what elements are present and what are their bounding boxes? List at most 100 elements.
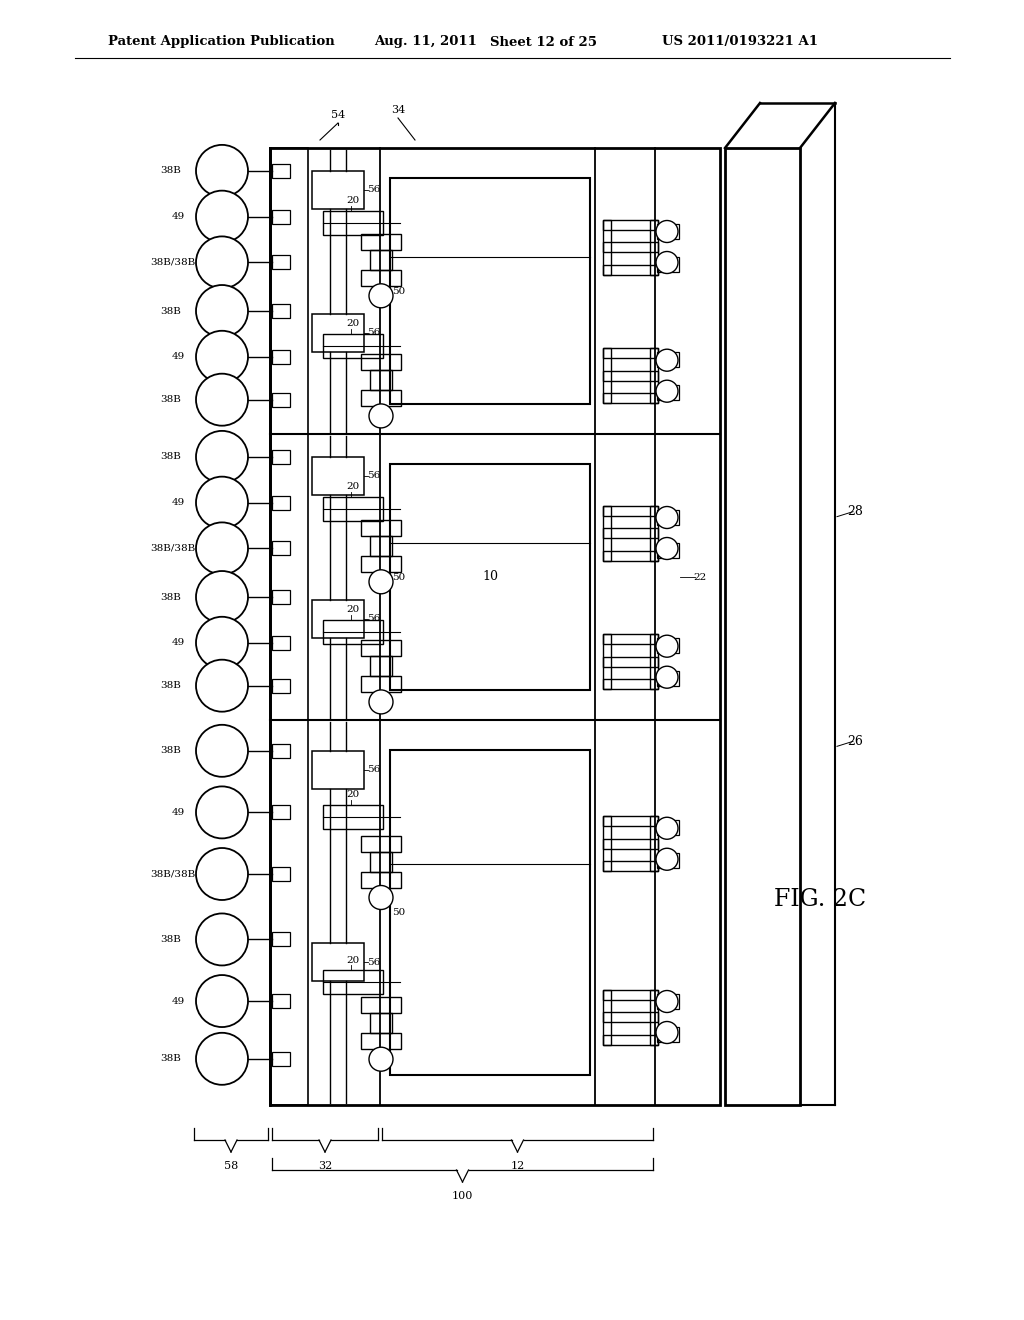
Circle shape <box>196 660 248 711</box>
Text: 34: 34 <box>391 106 406 115</box>
Bar <box>272 495 290 510</box>
Bar <box>603 634 658 644</box>
Circle shape <box>196 190 248 243</box>
Bar <box>272 678 290 693</box>
Text: 38B: 38B <box>160 681 181 690</box>
Text: 38B/38B': 38B/38B' <box>150 870 198 879</box>
Text: Patent Application Publication: Patent Application Publication <box>108 36 335 49</box>
Bar <box>603 816 611 871</box>
Text: 26: 26 <box>847 735 863 748</box>
Bar <box>370 249 392 269</box>
Bar <box>603 657 658 667</box>
Bar <box>390 178 590 404</box>
Bar <box>603 550 658 561</box>
Bar <box>272 994 290 1008</box>
Bar <box>270 719 308 1105</box>
Circle shape <box>369 284 393 308</box>
Bar <box>603 990 611 1044</box>
Text: 49: 49 <box>172 213 185 222</box>
Circle shape <box>196 430 248 483</box>
Text: 38B: 38B <box>160 746 181 755</box>
Bar <box>323 805 383 829</box>
Circle shape <box>656 507 678 528</box>
Bar <box>603 838 658 849</box>
Bar <box>272 805 290 820</box>
Bar <box>272 164 290 178</box>
Circle shape <box>369 570 393 594</box>
Bar <box>370 656 392 676</box>
Bar <box>603 348 658 358</box>
Bar <box>361 997 401 1014</box>
Text: 56: 56 <box>368 471 381 480</box>
Text: 38B: 38B <box>160 1055 181 1064</box>
Circle shape <box>656 350 678 371</box>
Circle shape <box>656 635 678 657</box>
Text: 38B: 38B <box>160 593 181 602</box>
Circle shape <box>196 616 248 669</box>
Bar <box>603 528 658 539</box>
Bar <box>272 450 290 463</box>
Text: 56: 56 <box>368 958 381 966</box>
Bar <box>603 219 611 275</box>
Bar <box>361 269 401 286</box>
Bar <box>657 853 679 869</box>
Text: 38B: 38B <box>160 453 181 462</box>
Bar <box>323 211 383 235</box>
Circle shape <box>196 787 248 838</box>
Bar <box>272 590 290 605</box>
Bar <box>312 751 364 789</box>
Bar <box>361 354 401 370</box>
Bar <box>650 990 658 1044</box>
Bar <box>272 392 290 407</box>
Text: 56: 56 <box>368 329 381 338</box>
Bar <box>603 371 658 380</box>
Circle shape <box>196 477 248 528</box>
Bar <box>270 148 720 1105</box>
Text: 20: 20 <box>346 791 359 799</box>
Circle shape <box>656 1022 678 1044</box>
Text: 20: 20 <box>346 319 359 329</box>
Bar <box>312 599 364 638</box>
Circle shape <box>369 1047 393 1072</box>
Text: 100: 100 <box>452 1191 473 1201</box>
Text: 50: 50 <box>392 908 406 917</box>
Bar <box>361 556 401 572</box>
Bar <box>603 816 658 826</box>
Bar <box>272 867 290 880</box>
Bar <box>272 210 290 223</box>
Circle shape <box>196 847 248 900</box>
Bar <box>657 994 679 1008</box>
Text: 56: 56 <box>368 766 381 775</box>
Text: 22: 22 <box>693 573 707 582</box>
Text: 50: 50 <box>392 286 406 296</box>
Bar <box>603 1012 658 1022</box>
Text: 38B/38B': 38B/38B' <box>150 257 198 267</box>
Circle shape <box>656 667 678 688</box>
Bar <box>361 234 401 249</box>
Circle shape <box>196 523 248 574</box>
Bar <box>361 836 401 851</box>
Bar <box>657 543 679 557</box>
Text: 56: 56 <box>368 185 381 194</box>
Text: 20: 20 <box>346 956 359 965</box>
Circle shape <box>196 285 248 337</box>
Circle shape <box>196 374 248 425</box>
Text: 12: 12 <box>510 1162 524 1171</box>
Circle shape <box>196 913 248 965</box>
Bar <box>323 620 383 644</box>
Bar <box>361 389 401 407</box>
Bar <box>272 1052 290 1065</box>
Text: 38B: 38B <box>160 166 181 176</box>
Bar <box>390 465 590 690</box>
Text: 32: 32 <box>317 1162 332 1171</box>
Bar <box>361 520 401 536</box>
Bar <box>270 434 308 719</box>
Bar <box>603 1035 658 1044</box>
Text: 49: 49 <box>172 997 185 1006</box>
Text: 20: 20 <box>346 606 359 614</box>
Bar <box>603 219 658 230</box>
Bar <box>650 634 658 689</box>
Circle shape <box>369 886 393 909</box>
Bar <box>657 385 679 400</box>
Text: FIG. 2C: FIG. 2C <box>774 888 866 912</box>
